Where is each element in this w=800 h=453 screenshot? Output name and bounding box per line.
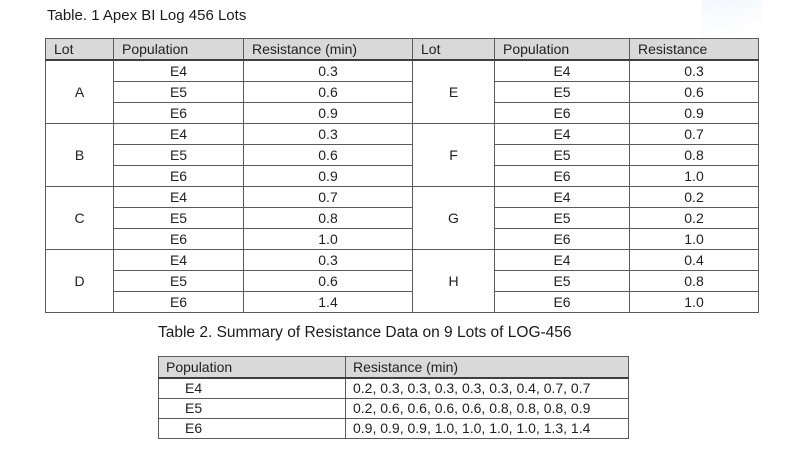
cell-population: E6 (113, 228, 244, 250)
cell-resistance: 0.6 (243, 144, 413, 166)
table-row: E4 0.2, 0.3, 0.3, 0.3, 0.3, 0.3, 0.4, 0.… (158, 377, 629, 399)
cell-population: E5 (494, 270, 630, 292)
cell-population: E4 (494, 186, 630, 208)
cell-resistance: 0.6 (629, 81, 759, 103)
column-header-lot-left: Lot (45, 38, 114, 61)
cell-resistance: 1.0 (243, 228, 413, 250)
table1-header-row: Lot Population Resistance (min) Lot Popu… (45, 38, 759, 61)
cell-population: E4 (494, 123, 630, 145)
table2-summary: Population Resistance (min) E4 0.2, 0.3,… (158, 356, 629, 439)
cell-resistance: 0.9 (243, 102, 413, 124)
column-header-population: Population (158, 356, 346, 379)
cell-resistance-values: 0.2, 0.3, 0.3, 0.3, 0.3, 0.3, 0.4, 0.7, … (345, 377, 629, 399)
cell-resistance-values: 0.9, 0.9, 0.9, 1.0, 1.0, 1.0, 1.0, 1.3, … (345, 418, 629, 439)
cell-population: E6 (113, 291, 244, 313)
cell-lot: F (412, 123, 495, 187)
table-row: E5 0.2, 0.6, 0.6, 0.6, 0.6, 0.8, 0.8, 0.… (158, 398, 629, 419)
table-row: E6 0.9 E6 1.0 (46, 165, 759, 187)
background-artifact (702, 0, 762, 38)
table-row: E6 1.0 E6 1.0 (46, 228, 759, 250)
cell-resistance: 0.6 (243, 81, 413, 103)
cell-population: E5 (113, 81, 244, 103)
cell-resistance: 0.3 (243, 249, 413, 271)
cell-resistance: 0.9 (629, 102, 759, 124)
column-header-population-right: Population (494, 38, 630, 61)
table2-title: Table 2. Summary of Resistance Data on 9… (158, 324, 572, 341)
cell-population: E4 (113, 249, 244, 271)
cell-resistance: 0.7 (629, 123, 759, 145)
cell-resistance: 1.0 (629, 291, 759, 313)
cell-resistance: 0.2 (629, 186, 759, 208)
cell-population: E6 (494, 228, 630, 250)
cell-resistance: 0.8 (243, 207, 413, 229)
cell-lot: E (412, 59, 495, 124)
table-row: E5 0.6 E5 0.6 (46, 81, 759, 103)
cell-population: E6 (113, 102, 244, 124)
cell-resistance: 1.0 (629, 165, 759, 187)
table1-lots: Lot Population Resistance (min) Lot Popu… (45, 38, 759, 313)
table-row: A E4 0.3 E E4 0.3 (45, 59, 759, 124)
cell-population: E4 (494, 249, 630, 271)
cell-population: E6 (113, 165, 244, 187)
cell-lot: D (45, 249, 114, 313)
cell-lot: H (412, 249, 495, 313)
column-header-lot-right: Lot (412, 38, 495, 61)
cell-resistance: 0.9 (243, 165, 413, 187)
table-row: C E4 0.7 G E4 0.2 (45, 186, 759, 250)
cell-population: E4 (494, 59, 630, 82)
cell-resistance: 0.8 (629, 270, 759, 292)
cell-population: E4 (113, 59, 244, 82)
table-row: E6 1.4 E6 1.0 (46, 291, 759, 313)
cell-population: E4 (113, 123, 244, 145)
cell-resistance: 0.7 (243, 186, 413, 208)
cell-population: E6 (158, 418, 346, 439)
cell-lot: B (45, 123, 114, 187)
cell-resistance: 0.3 (243, 59, 413, 82)
column-header-population-left: Population (113, 38, 244, 61)
column-header-resistance-left: Resistance (min) (243, 38, 413, 61)
table-row: E6 0.9, 0.9, 0.9, 1.0, 1.0, 1.0, 1.0, 1.… (158, 418, 629, 439)
cell-resistance: 1.0 (629, 228, 759, 250)
cell-resistance: 0.3 (243, 123, 413, 145)
cell-population: E5 (113, 144, 244, 166)
cell-resistance-values: 0.2, 0.6, 0.6, 0.6, 0.6, 0.8, 0.8, 0.8, … (345, 398, 629, 419)
cell-population: E6 (494, 165, 630, 187)
table2-header-row: Population Resistance (min) (158, 356, 629, 379)
table-row: E5 0.8 E5 0.2 (46, 207, 759, 229)
cell-population: E4 (113, 186, 244, 208)
cell-population: E6 (494, 102, 630, 124)
table-row: D E4 0.3 H E4 0.4 (45, 249, 759, 313)
cell-resistance: 1.4 (243, 291, 413, 313)
cell-population: E5 (113, 270, 244, 292)
cell-population: E5 (494, 144, 630, 166)
table-row: B E4 0.3 F E4 0.7 (45, 123, 759, 187)
table1-title: Table. 1 Apex BI Log 456 Lots (47, 7, 247, 24)
table-row: E6 0.9 E6 0.9 (46, 102, 759, 124)
column-header-resistance-right: Resistance (629, 38, 759, 61)
table-row: E5 0.6 E5 0.8 (46, 270, 759, 292)
cell-lot: G (412, 186, 495, 250)
cell-population: E4 (158, 377, 346, 399)
cell-lot: C (45, 186, 114, 250)
cell-lot: A (45, 59, 114, 124)
cell-resistance: 0.6 (243, 270, 413, 292)
cell-population: E5 (113, 207, 244, 229)
cell-population: E5 (494, 207, 630, 229)
cell-resistance: 0.8 (629, 144, 759, 166)
cell-population: E5 (158, 398, 346, 419)
cell-population: E5 (494, 81, 630, 103)
column-header-resistance: Resistance (min) (345, 356, 629, 379)
table-row: E5 0.6 E5 0.8 (46, 144, 759, 166)
cell-resistance: 0.3 (629, 59, 759, 82)
cell-resistance: 0.4 (629, 249, 759, 271)
cell-population: E6 (494, 291, 630, 313)
cell-resistance: 0.2 (629, 207, 759, 229)
